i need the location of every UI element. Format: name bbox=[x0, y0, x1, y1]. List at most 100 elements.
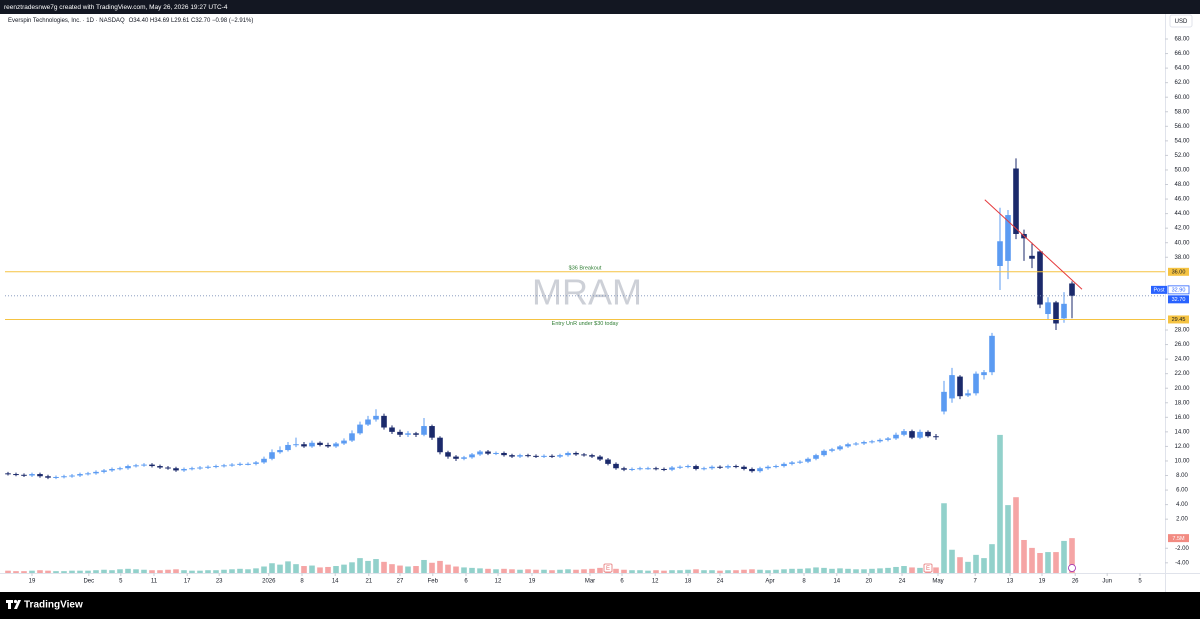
candle-body bbox=[549, 455, 555, 457]
candle-body bbox=[317, 442, 323, 445]
candle-body bbox=[925, 431, 931, 437]
candle-body bbox=[525, 455, 531, 457]
y-tick-label: 26.00 bbox=[1174, 342, 1190, 348]
volume-bar bbox=[621, 569, 627, 573]
volume-bar bbox=[501, 568, 507, 573]
candle-body bbox=[1029, 255, 1035, 259]
volume-bar bbox=[877, 568, 883, 573]
volume-bar bbox=[269, 563, 275, 573]
y-tick-label: 14.00 bbox=[1174, 429, 1190, 435]
candle-body bbox=[1045, 302, 1051, 315]
y-tick-label: 18.00 bbox=[1174, 400, 1190, 406]
candle-body bbox=[429, 426, 435, 438]
candle-body bbox=[653, 468, 659, 470]
y-tick-label: 10.00 bbox=[1174, 459, 1190, 465]
volume-bar bbox=[797, 568, 803, 573]
candle-body bbox=[725, 466, 731, 468]
volume-bar bbox=[821, 567, 827, 573]
volume-bar bbox=[61, 571, 67, 573]
plot: -4.00 -2.00 2.00 4.00 6.00 8.00 10.00 12.00 14.0… bbox=[5, 37, 1190, 585]
candle-body bbox=[941, 391, 947, 412]
y-tick-label: 62.00 bbox=[1174, 80, 1190, 86]
candle-body bbox=[717, 466, 723, 468]
volume-bar bbox=[949, 549, 955, 573]
volume-bar bbox=[989, 544, 995, 573]
candle-body bbox=[277, 450, 283, 453]
candle-body bbox=[821, 450, 827, 456]
volume-bar bbox=[613, 568, 619, 573]
candle-body bbox=[205, 466, 211, 468]
volume-bar bbox=[829, 568, 835, 573]
volume-bar bbox=[365, 560, 371, 573]
x-tick-label: 17 bbox=[184, 579, 191, 585]
candle-body bbox=[781, 463, 787, 467]
candle-body bbox=[773, 466, 779, 468]
x-tick-label: 12 bbox=[495, 579, 502, 585]
x-tick-label: Feb bbox=[428, 579, 439, 585]
candle-body bbox=[501, 452, 507, 456]
candle-body bbox=[197, 467, 203, 469]
volume-bar bbox=[45, 570, 51, 573]
candle-body bbox=[101, 470, 107, 472]
event-label: E bbox=[926, 566, 930, 572]
dividend-marker bbox=[1068, 564, 1076, 572]
candle-body bbox=[61, 476, 67, 478]
x-tick-label: 19 bbox=[529, 579, 536, 585]
volume-bar bbox=[301, 566, 307, 573]
volume-bar bbox=[253, 568, 259, 573]
candle-body bbox=[701, 468, 707, 470]
post-name: Post bbox=[1153, 288, 1164, 294]
candle-body bbox=[1013, 168, 1019, 234]
candle-body bbox=[853, 443, 859, 445]
volume-bar bbox=[917, 567, 923, 573]
candle-body bbox=[477, 451, 483, 455]
volume-bar bbox=[197, 570, 203, 573]
volume-bar bbox=[429, 562, 435, 573]
candle-body bbox=[381, 415, 387, 428]
footer-bar bbox=[0, 592, 1200, 619]
volume-bar bbox=[485, 568, 491, 573]
volume-bar bbox=[221, 569, 227, 573]
candle-body bbox=[341, 440, 347, 444]
candle-body bbox=[293, 444, 299, 446]
event-label: E bbox=[606, 566, 610, 572]
volume-bar bbox=[325, 566, 331, 573]
event-marker bbox=[603, 563, 613, 573]
currency-box[interactable] bbox=[1169, 14, 1193, 28]
candle-body bbox=[677, 466, 683, 468]
candle-body bbox=[141, 464, 147, 466]
y-tick-label: 56.00 bbox=[1174, 124, 1190, 130]
volume-bar bbox=[397, 565, 403, 573]
volume-bar bbox=[637, 570, 643, 573]
candle-body bbox=[149, 464, 155, 467]
candle-body bbox=[877, 439, 883, 442]
x-tick-label: 19 bbox=[29, 579, 36, 585]
candle-body bbox=[797, 461, 803, 463]
candle-body bbox=[285, 444, 291, 451]
x-tick-label: 24 bbox=[899, 579, 906, 585]
x-tick-label: 6 bbox=[620, 579, 624, 585]
y-tick-label: 22.00 bbox=[1174, 371, 1190, 377]
candle-body bbox=[741, 466, 747, 469]
volume-bar bbox=[29, 570, 35, 573]
candle-body bbox=[1069, 283, 1075, 296]
x-tick-label: 8 bbox=[300, 579, 304, 585]
y-tick-label: 12.00 bbox=[1174, 444, 1190, 450]
candle-body bbox=[165, 467, 171, 469]
candle-body bbox=[421, 426, 427, 435]
volume-bar bbox=[141, 569, 147, 573]
candle-body bbox=[453, 456, 459, 459]
volume-bar bbox=[653, 570, 659, 573]
candle-body bbox=[37, 474, 43, 477]
volume-bar bbox=[373, 559, 379, 573]
candle-body bbox=[581, 454, 587, 456]
candle-body bbox=[869, 441, 875, 443]
volume-bar bbox=[965, 561, 971, 573]
candle-body bbox=[21, 474, 27, 476]
volume-bar bbox=[509, 569, 515, 573]
candle-body bbox=[621, 468, 627, 470]
volume-bar bbox=[53, 571, 59, 573]
volume-bar bbox=[981, 558, 987, 573]
volume-bar bbox=[85, 570, 91, 573]
ohlc-values: O34.40 H34.69 L29.61 C32.70 −0.98 (−2.91… bbox=[129, 18, 254, 24]
